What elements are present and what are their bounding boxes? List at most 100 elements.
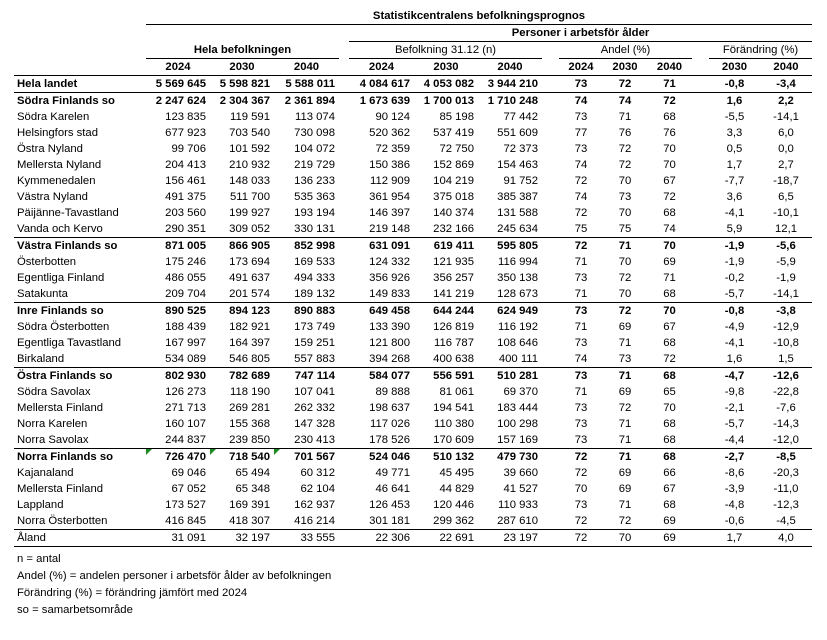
value-cell: 631 091 xyxy=(369,240,410,252)
region-name: Helsingfors stad xyxy=(17,127,98,139)
value-cell: 162 937 xyxy=(294,499,335,511)
value-cell: 73 xyxy=(559,432,603,449)
value-cell: 239 850 xyxy=(210,432,274,449)
value-cell: 76 xyxy=(663,127,676,139)
footnote: Andel (%) = andelen personer i arbetsför… xyxy=(17,570,332,582)
value-cell: -5,9 xyxy=(776,256,796,268)
value-cell: -7,7 xyxy=(724,175,745,187)
value-cell: 126 453 xyxy=(369,499,410,511)
value-cell: 49 771 xyxy=(375,467,410,479)
value-cell: 5 588 011 xyxy=(274,75,339,93)
table-row: Södra Österbotten 188 439 182 921 173 749 13… xyxy=(14,319,812,335)
value-cell: 68 xyxy=(647,432,692,449)
value-cell: 546 805 xyxy=(210,351,274,368)
table-body: Hela landet 5 569 645 5 598 821 5 588 011 4 … xyxy=(14,75,812,547)
value-cell: 68 xyxy=(663,111,676,123)
value-cell: 510 281 xyxy=(497,370,538,382)
value-cell: 71 xyxy=(647,75,692,93)
value-cell: 72 xyxy=(618,402,632,414)
value-cell: 4 053 082 xyxy=(414,75,478,93)
value-cell: 361 954 xyxy=(369,191,410,203)
value-cell: -2,1 xyxy=(724,402,745,414)
value-cell: 173 527 xyxy=(165,499,206,511)
table-row: Lappland 173 527 169 391 162 937 126 453 120 … xyxy=(14,497,812,513)
region-name: Södra Finlands so xyxy=(17,95,115,107)
value-cell: 232 166 xyxy=(414,221,478,238)
value-cell: -3,4 xyxy=(760,75,812,93)
value-cell: 72 xyxy=(618,272,632,284)
value-cell: 160 107 xyxy=(165,418,206,430)
value-cell: 219 729 xyxy=(294,159,335,171)
value-cell: 70 xyxy=(663,305,676,317)
value-cell: -12,6 xyxy=(773,370,799,382)
region-name: Hela landet xyxy=(14,75,146,93)
value-cell: 524 046 xyxy=(369,451,410,463)
value-cell: -20,3 xyxy=(773,467,799,479)
value-cell: 2,2 xyxy=(778,95,794,107)
value-cell: 71 xyxy=(574,386,588,398)
value-cell: 73 xyxy=(574,272,588,284)
region-name: Lappland xyxy=(17,499,64,511)
value-cell: 150 386 xyxy=(369,159,410,171)
value-cell: 72 xyxy=(603,75,647,93)
value-cell: 72 xyxy=(574,451,588,463)
value-cell: 104 072 xyxy=(294,143,335,155)
value-cell: 121 800 xyxy=(369,337,410,349)
footnote: Förändring (%) = förändring jämfört med … xyxy=(17,587,248,599)
change-header: Förändring (%) xyxy=(709,41,812,59)
value-cell: 71 xyxy=(618,418,632,430)
value-cell: 802 930 xyxy=(165,370,206,382)
value-cell: 128 673 xyxy=(478,286,542,303)
value-cell: 71 xyxy=(603,432,647,449)
value-cell: 164 397 xyxy=(229,337,270,349)
value-cell: 68 xyxy=(663,337,676,349)
region-name: Vanda och Kervo xyxy=(14,221,146,238)
value-cell: 69 xyxy=(618,467,632,479)
region-name: Södra Karelen xyxy=(17,111,90,123)
population-forecast-table: Statistikcentralens befolkningsprognos P… xyxy=(14,8,812,547)
value-cell: 1,7 xyxy=(726,159,743,171)
table-row: Österbotten 175 246 173 694 169 533 124 332 1… xyxy=(14,254,812,270)
value-cell: 71 xyxy=(574,256,588,268)
value-cell: 871 005 xyxy=(165,240,206,252)
value-cell: 22 691 xyxy=(414,529,478,547)
value-cell: 70 xyxy=(574,483,588,495)
value-cell: 126 819 xyxy=(433,321,474,333)
value-cell: 178 526 xyxy=(349,432,414,449)
value-cell: 154 463 xyxy=(497,159,538,171)
table-row: Norra Karelen 160 107 155 368 147 328 117 02… xyxy=(14,416,812,432)
value-cell: 520 362 xyxy=(369,127,410,139)
year-header: 2030 xyxy=(210,58,274,76)
region-name: Birkaland xyxy=(14,351,146,368)
value-cell: 72 xyxy=(663,191,676,203)
value-cell: -3,9 xyxy=(724,483,745,495)
value-cell: 5 598 821 xyxy=(210,75,274,93)
year-header: 2024 xyxy=(559,58,603,76)
table-row: Egentliga Tavastland 167 997 164 397 159 25… xyxy=(14,335,812,351)
value-cell: 418 307 xyxy=(210,513,274,530)
value-cell: 230 413 xyxy=(274,432,339,449)
value-cell: -4,8 xyxy=(724,499,745,511)
region-name: Österbotten xyxy=(17,256,77,268)
region-name: Kajanaland xyxy=(17,467,74,479)
value-cell: -5,7 xyxy=(724,418,745,430)
value-cell: 595 805 xyxy=(497,240,538,252)
value-cell: 5,9 xyxy=(709,221,760,238)
value-cell: 131 588 xyxy=(497,207,538,219)
value-cell: -14,1 xyxy=(773,111,799,123)
value-cell: 68 xyxy=(663,370,676,382)
value-cell: 65 348 xyxy=(235,483,270,495)
value-cell: 4 084 617 xyxy=(349,75,414,93)
value-cell: 72 373 xyxy=(503,143,538,155)
value-cell: 73 xyxy=(574,143,588,155)
value-cell: 121 935 xyxy=(433,256,474,268)
value-cell: 701 567 xyxy=(274,448,339,466)
value-cell: 100 298 xyxy=(497,418,538,430)
value-cell: 534 089 xyxy=(146,351,210,368)
value-cell: 203 560 xyxy=(165,207,206,219)
value-cell: 584 077 xyxy=(369,370,410,382)
value-cell: -4,7 xyxy=(724,370,745,382)
value-cell: -18,7 xyxy=(773,175,799,187)
value-cell: 136 233 xyxy=(294,175,335,187)
value-cell: 890 883 xyxy=(294,305,335,317)
